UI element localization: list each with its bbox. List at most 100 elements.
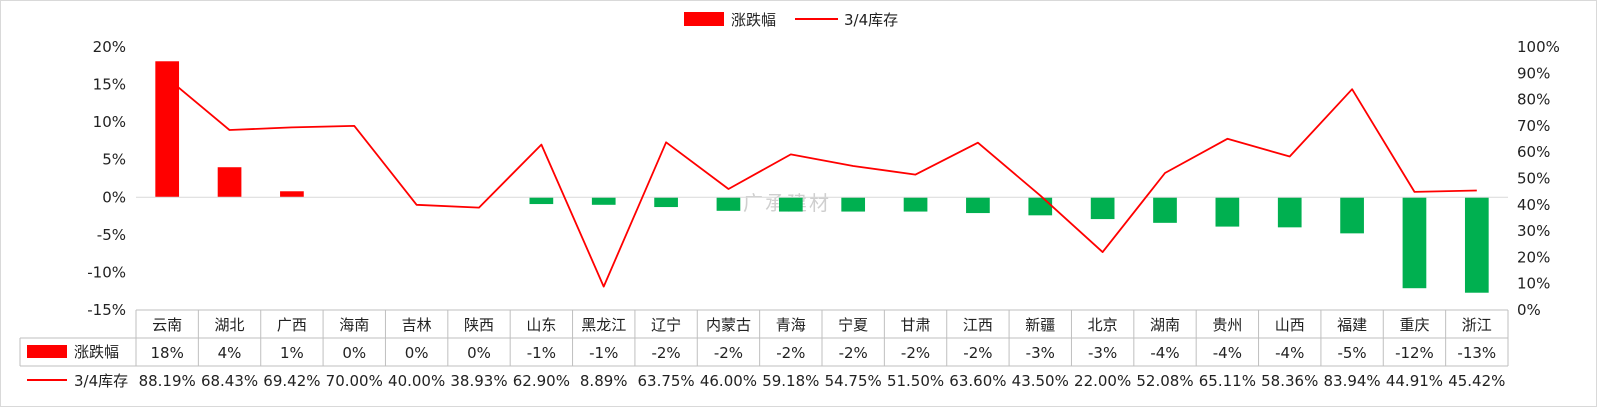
bar-data-label-6: -1% bbox=[527, 344, 556, 362]
legend-line-label: 3/4库存 bbox=[844, 11, 898, 29]
line-data-label-2: 69.42% bbox=[263, 372, 320, 390]
bar-data-label-4: 0% bbox=[405, 344, 429, 362]
bar-data-label-3: 0% bbox=[342, 344, 366, 362]
bar-data-label-11: -2% bbox=[839, 344, 868, 362]
category-label-5: 陕西 bbox=[464, 316, 494, 334]
y-right-tick: 30% bbox=[1517, 222, 1550, 240]
bar-data-label-21: -13% bbox=[1457, 344, 1496, 362]
category-label-4: 吉林 bbox=[402, 316, 432, 334]
line-data-label-16: 52.08% bbox=[1136, 372, 1193, 390]
bar-data-label-14: -3% bbox=[1026, 344, 1055, 362]
bar-16 bbox=[1153, 197, 1177, 223]
bar-11 bbox=[841, 197, 866, 212]
bar-8 bbox=[654, 197, 678, 208]
row-key-bar bbox=[27, 345, 67, 358]
line-data-label-3: 70.00% bbox=[326, 372, 383, 390]
bar-data-label-0: 18% bbox=[151, 344, 184, 362]
category-label-0: 云南 bbox=[152, 316, 182, 334]
line-data-label-8: 63.75% bbox=[637, 372, 694, 390]
bar-13 bbox=[966, 197, 990, 214]
category-label-9: 内蒙古 bbox=[706, 316, 751, 334]
line-data-label-13: 63.60% bbox=[949, 372, 1006, 390]
bar-data-label-5: 0% bbox=[467, 344, 491, 362]
category-label-13: 江西 bbox=[963, 316, 993, 334]
bar-1 bbox=[217, 167, 242, 198]
line-data-label-20: 44.91% bbox=[1386, 372, 1443, 390]
y-left-tick: -15% bbox=[87, 301, 126, 319]
bar-data-label-7: -1% bbox=[589, 344, 618, 362]
category-label-15: 北京 bbox=[1088, 316, 1118, 334]
line-data-label-1: 68.43% bbox=[201, 372, 258, 390]
y-right-tick: 0% bbox=[1517, 301, 1541, 319]
legend-bar-swatch bbox=[684, 12, 724, 26]
y-right-tick: 50% bbox=[1517, 170, 1550, 188]
line-data-label-12: 51.50% bbox=[887, 372, 944, 390]
bar-data-label-9: -2% bbox=[714, 344, 743, 362]
line-data-label-15: 22.00% bbox=[1074, 372, 1131, 390]
y-right-tick: 80% bbox=[1517, 91, 1550, 109]
line-data-label-7: 8.89% bbox=[580, 372, 628, 390]
bar-data-label-12: -2% bbox=[901, 344, 930, 362]
bar-data-label-18: -4% bbox=[1275, 344, 1304, 362]
y-right-tick: 20% bbox=[1517, 248, 1550, 266]
category-label-18: 山西 bbox=[1275, 316, 1305, 334]
y-right-tick: 100% bbox=[1517, 38, 1560, 56]
y-right-tick: 70% bbox=[1517, 117, 1550, 135]
bar-19 bbox=[1340, 197, 1364, 234]
bar-data-label-17: -4% bbox=[1213, 344, 1242, 362]
category-label-12: 甘肃 bbox=[901, 316, 931, 334]
category-label-20: 重庆 bbox=[1399, 316, 1429, 334]
y-right-tick: 60% bbox=[1517, 143, 1550, 161]
bar-6 bbox=[529, 197, 554, 205]
bar-7 bbox=[591, 197, 616, 205]
bar-17 bbox=[1215, 197, 1240, 227]
bar-14 bbox=[1028, 197, 1053, 216]
bar-12 bbox=[903, 197, 928, 212]
line-data-label-4: 40.00% bbox=[388, 372, 445, 390]
line-data-label-0: 88.19% bbox=[139, 372, 196, 390]
line-data-label-21: 45.42% bbox=[1448, 372, 1505, 390]
bar-10 bbox=[778, 197, 803, 212]
category-label-7: 黑龙江 bbox=[581, 316, 626, 334]
y-right-tick: 90% bbox=[1517, 64, 1550, 82]
bar-9 bbox=[716, 197, 741, 211]
bar-data-label-10: -2% bbox=[776, 344, 805, 362]
bar-2 bbox=[280, 191, 304, 198]
y-right-tick: 10% bbox=[1517, 275, 1550, 293]
y-left-tick: -10% bbox=[87, 263, 126, 281]
bar-21 bbox=[1464, 197, 1489, 293]
category-label-1: 湖北 bbox=[215, 316, 245, 334]
row-header-bar: 涨跌幅 bbox=[74, 343, 119, 361]
y-left-tick: 0% bbox=[102, 188, 126, 206]
line-data-label-14: 43.50% bbox=[1012, 372, 1069, 390]
line-data-label-9: 46.00% bbox=[700, 372, 757, 390]
line-data-label-5: 38.93% bbox=[450, 372, 507, 390]
bar-data-label-20: -12% bbox=[1395, 344, 1434, 362]
y-left-tick: 15% bbox=[93, 76, 126, 94]
bar-18 bbox=[1277, 197, 1302, 228]
line-data-label-11: 54.75% bbox=[825, 372, 882, 390]
category-label-16: 湖南 bbox=[1150, 316, 1180, 334]
bar-data-label-8: -2% bbox=[651, 344, 680, 362]
category-label-19: 福建 bbox=[1337, 316, 1367, 334]
inventory-line bbox=[166, 77, 1477, 288]
legend-bar-label: 涨跌幅 bbox=[731, 11, 776, 29]
category-label-6: 山东 bbox=[526, 316, 556, 334]
y-left-tick: 20% bbox=[93, 38, 126, 56]
bar-data-label-13: -2% bbox=[963, 344, 992, 362]
bar-20 bbox=[1402, 197, 1427, 289]
bar-data-label-19: -5% bbox=[1337, 344, 1366, 362]
line-data-label-17: 65.11% bbox=[1199, 372, 1256, 390]
line-data-label-10: 59.18% bbox=[762, 372, 819, 390]
category-label-21: 浙江 bbox=[1462, 316, 1492, 334]
bar-data-label-16: -4% bbox=[1150, 344, 1179, 362]
y-left-tick: 5% bbox=[102, 151, 126, 169]
row-header-line: 3/4库存 bbox=[74, 372, 128, 390]
category-label-11: 宁夏 bbox=[838, 316, 868, 334]
y-right-tick: 40% bbox=[1517, 196, 1550, 214]
category-label-2: 广西 bbox=[277, 316, 307, 334]
y-left-tick: -5% bbox=[97, 226, 126, 244]
bar-15 bbox=[1090, 197, 1115, 220]
line-data-label-19: 83.94% bbox=[1323, 372, 1380, 390]
